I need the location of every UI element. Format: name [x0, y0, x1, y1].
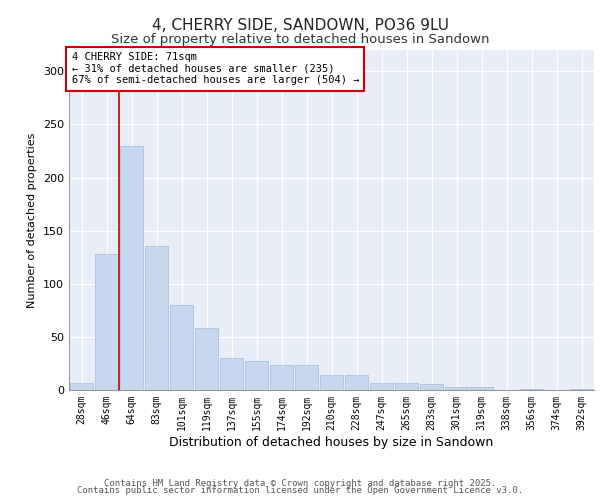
Bar — [245, 362, 268, 390]
Bar — [70, 382, 93, 390]
Text: 4, CHERRY SIDE, SANDOWN, PO36 9LU: 4, CHERRY SIDE, SANDOWN, PO36 9LU — [151, 18, 449, 32]
Bar — [345, 375, 368, 390]
Bar — [445, 387, 468, 390]
Bar — [170, 305, 193, 390]
Bar — [520, 389, 543, 390]
Text: Contains public sector information licensed under the Open Government Licence v3: Contains public sector information licen… — [77, 486, 523, 495]
X-axis label: Distribution of detached houses by size in Sandown: Distribution of detached houses by size … — [169, 436, 494, 448]
Bar — [320, 375, 343, 390]
Bar — [395, 382, 418, 390]
Text: Contains HM Land Registry data © Crown copyright and database right 2025.: Contains HM Land Registry data © Crown c… — [104, 478, 496, 488]
Text: 4 CHERRY SIDE: 71sqm
← 31% of detached houses are smaller (235)
67% of semi-deta: 4 CHERRY SIDE: 71sqm ← 31% of detached h… — [71, 52, 359, 86]
Bar — [120, 146, 143, 390]
Bar — [420, 384, 443, 390]
Y-axis label: Number of detached properties: Number of detached properties — [28, 132, 37, 308]
Bar — [195, 328, 218, 390]
Bar — [270, 364, 293, 390]
Bar — [220, 358, 243, 390]
Bar — [570, 389, 593, 390]
Text: Size of property relative to detached houses in Sandown: Size of property relative to detached ho… — [111, 32, 489, 46]
Bar — [95, 254, 118, 390]
Bar — [470, 387, 493, 390]
Bar — [370, 382, 393, 390]
Bar — [145, 246, 168, 390]
Bar — [295, 364, 318, 390]
